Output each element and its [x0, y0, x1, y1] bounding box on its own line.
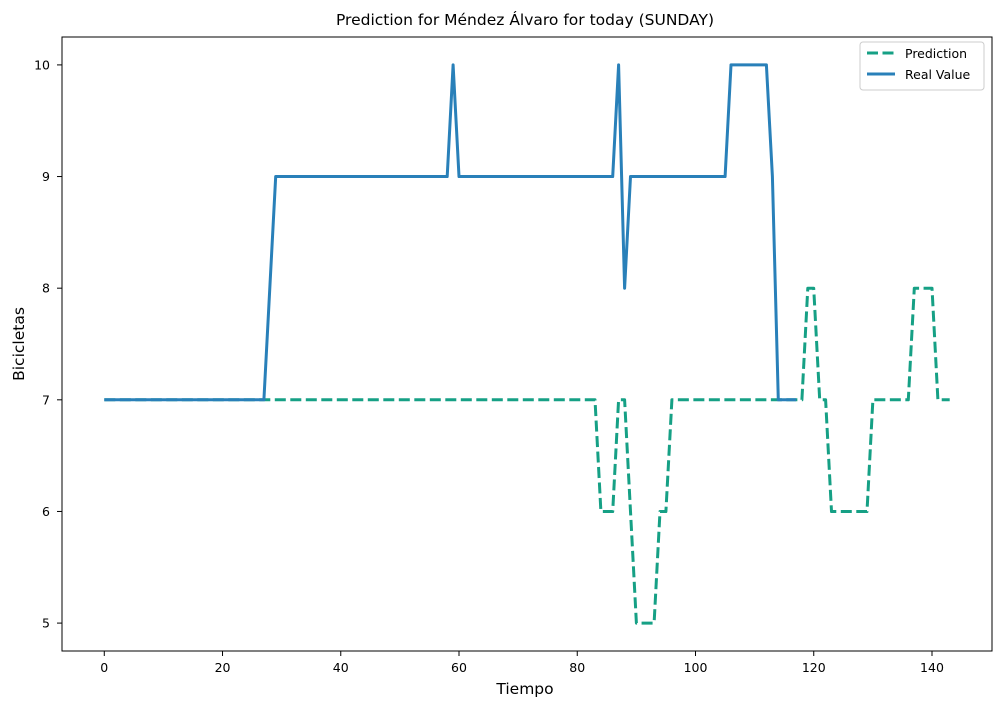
y-axis-label: Bicicletas	[10, 307, 28, 381]
legend-label-real-value: Real Value	[905, 67, 971, 82]
y-tick-label: 7	[42, 392, 50, 407]
y-tick-label: 8	[42, 281, 50, 296]
legend: Prediction Real Value	[859, 41, 985, 91]
x-tick-label: 20	[215, 660, 231, 675]
chart-title: Prediction for Méndez Álvaro for today (…	[336, 10, 714, 29]
y-tick-label: 10	[34, 57, 50, 72]
y-tick-label: 9	[42, 169, 50, 184]
x-tick-label: 80	[569, 660, 585, 675]
legend-label-prediction: Prediction	[905, 46, 967, 61]
x-tick-label: 140	[920, 660, 944, 675]
series-line-real-value	[104, 63, 796, 402]
x-tick-label: 100	[684, 660, 708, 675]
x-axis-ticks: 0 20 40 60 80 100 120 140	[100, 651, 944, 675]
series-layer	[104, 63, 950, 625]
x-tick-label: 40	[333, 660, 349, 675]
x-tick-label: 60	[451, 660, 467, 675]
y-axis-ticks: 5 6 7 8 9 10	[34, 57, 62, 631]
x-tick-label: 120	[802, 660, 826, 675]
x-tick-label: 0	[100, 660, 108, 675]
y-tick-label: 5	[42, 616, 50, 631]
x-axis-label: Tiempo	[495, 680, 553, 698]
series-line-prediction	[104, 286, 950, 625]
plot-frame	[61, 36, 993, 652]
y-tick-label: 6	[42, 504, 50, 519]
